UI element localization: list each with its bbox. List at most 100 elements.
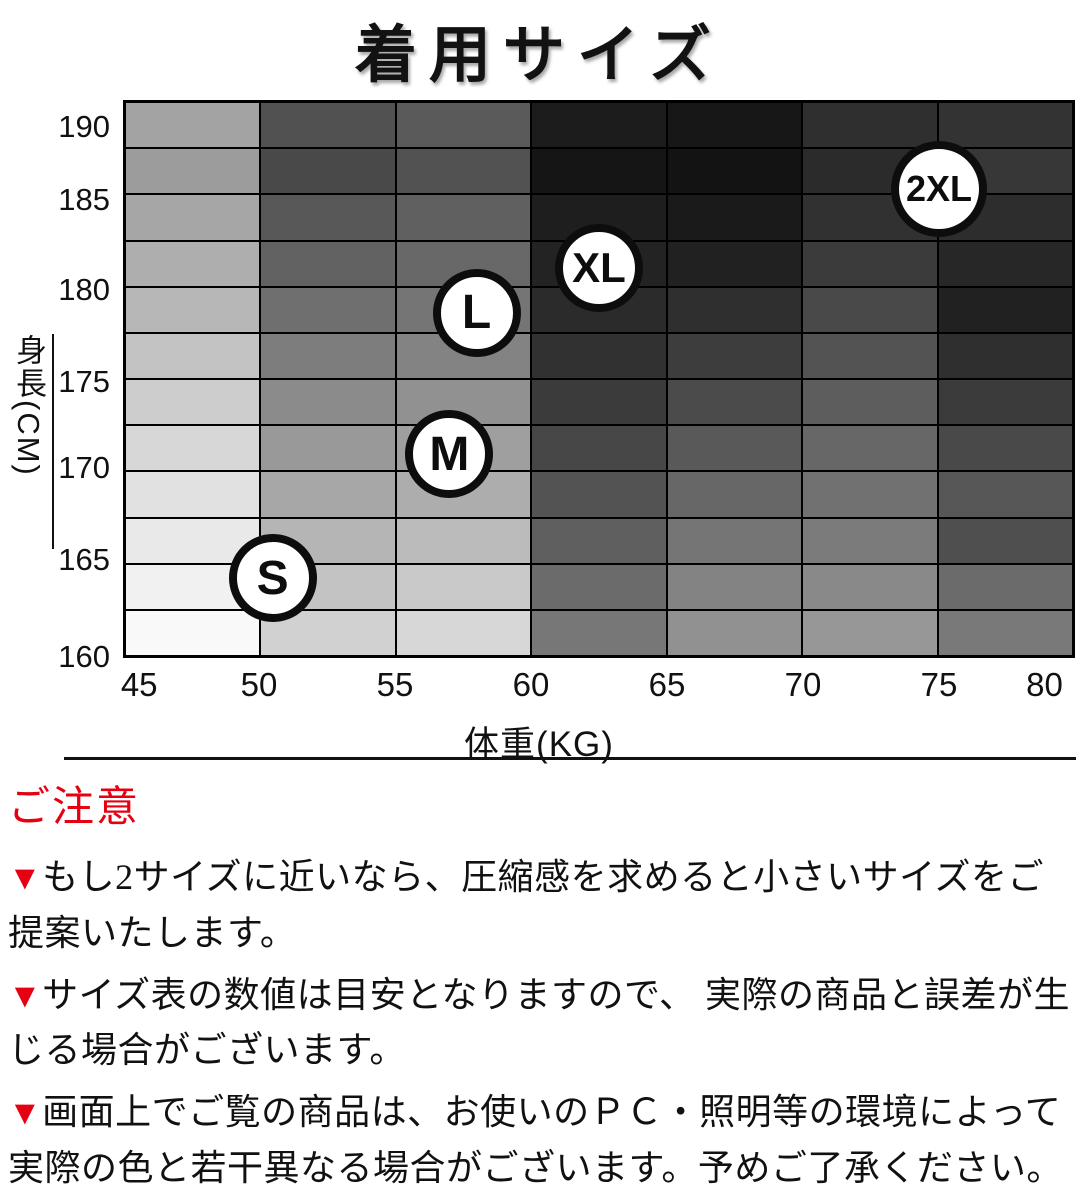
heatmap-cell-r8-c4: [667, 472, 802, 517]
heatmap-cell-r11-c3: [532, 610, 666, 655]
heatmap-cell-r6-c2: [396, 380, 531, 425]
heatmap-cell-r1-c0: [126, 149, 260, 194]
heatmap-cell-r9-c1: [261, 518, 395, 563]
y-tick-label: 160: [58, 638, 110, 674]
heatmap-cell-r0-c3: [532, 103, 666, 148]
y-axis-label: 身長(CM): [11, 334, 46, 477]
heatmap-cell-r5-c3: [532, 333, 666, 378]
x-tick-label: 50: [240, 666, 278, 703]
heatmap-cell-r8-c1: [261, 472, 395, 517]
heatmap-cell-r5-c0: [126, 333, 260, 378]
heatmap-cell-r1-c1: [261, 149, 395, 194]
x-tick-label: 70: [784, 666, 822, 703]
heatmap-cell-r5-c2: [396, 333, 531, 378]
heatmap-cell-r8-c2: [396, 472, 531, 517]
heatmap-cell-r9-c2: [396, 518, 531, 563]
warning-triangle-icon: ▼: [8, 977, 43, 1015]
heatmap-cell-r1-c2: [396, 149, 531, 194]
heatmap-cell-r6-c6: [938, 380, 1072, 425]
y-axis-ticks: 190 185 180 175 170 165 160: [30, 100, 112, 674]
heatmap-cell-r6-c1: [261, 380, 395, 425]
y-tick-label: 180: [58, 272, 110, 308]
x-tick-label: 75: [920, 666, 958, 703]
heatmap-cell-r9-c0: [126, 518, 260, 563]
heatmap-cell-r5-c6: [938, 333, 1072, 378]
heatmap-cell-r1-c3: [532, 149, 666, 194]
note-item: ▼サイズ表の数値は目安となりますので、 実際の商品と誤差が生じる場合がございます…: [8, 968, 1072, 1080]
heatmap-cell-r10-c0: [126, 564, 260, 609]
x-axis-ticks: 45 50 55 60 65 70 75 80: [120, 666, 1075, 708]
heatmap-cell-r11-c1: [261, 610, 395, 655]
heatmap-cell-r5-c4: [667, 333, 802, 378]
heatmap-cell-r8-c3: [532, 472, 666, 517]
heatmap-cell-r0-c2: [396, 103, 531, 148]
heatmap-cell-r10-c5: [803, 564, 937, 609]
heatmap-grid: [123, 100, 1075, 658]
heatmap-cell-r10-c3: [532, 564, 666, 609]
note-item: ▼もし2サイズに近いなら、圧縮感を求めると小さいサイズをご提案いたします。: [8, 850, 1072, 962]
heatmap-cell-r9-c3: [532, 518, 666, 563]
x-tick-label: 55: [376, 666, 414, 703]
heatmap-cell-r10-c1: [261, 564, 395, 609]
heatmap-cell-r0-c1: [261, 103, 395, 148]
heatmap-cell-r10-c6: [938, 564, 1072, 609]
heatmap-cell-r8-c5: [803, 472, 937, 517]
warning-triangle-icon: ▼: [8, 1095, 43, 1133]
heatmap-cell-r7-c1: [261, 426, 395, 471]
heatmap-cell-r5-c1: [261, 333, 395, 378]
heatmap-cell-r9-c4: [667, 518, 802, 563]
heatmap-cell-r0-c4: [667, 103, 802, 148]
heatmap-cell-r0-c6: [938, 103, 1072, 148]
heatmap-cell-r3-c4: [667, 241, 802, 286]
heatmap-cell-r9-c5: [803, 518, 937, 563]
x-tick-label: 45: [120, 666, 158, 703]
page-title: 着用サイズ: [354, 22, 724, 90]
heatmap-cell-r2-c2: [396, 195, 531, 240]
heatmap-cell-r6-c0: [126, 380, 260, 425]
note-text: もし2サイズに近いなら、圧縮感を求めると小さいサイズをご提案いたします。: [8, 857, 1044, 953]
heatmap-cell-r2-c4: [667, 195, 802, 240]
x-tick-label: 65: [648, 666, 686, 703]
heatmap-cell-r7-c3: [532, 426, 666, 471]
heatmap-cell-r11-c2: [396, 610, 531, 655]
heatmap-cell-r4-c5: [803, 287, 937, 332]
notes-heading: ご注意: [8, 785, 141, 831]
note-text: 画面上でご覧の商品は、お使いのＰＣ・照明等の環境によって実際の色と若干異なる場合…: [8, 1092, 1063, 1188]
heatmap-cell-r11-c0: [126, 610, 260, 655]
heatmap-cell-r7-c6: [938, 426, 1072, 471]
y-tick-label: 190: [58, 108, 110, 144]
y-tick-label: 170: [58, 450, 110, 486]
heatmap-cell-r5-c5: [803, 333, 937, 378]
heatmap-cell-r10-c2: [396, 564, 531, 609]
heatmap-cell-r8-c6: [938, 472, 1072, 517]
note-item: ▼画面上でご覧の商品は、お使いのＰＣ・照明等の環境によって実際の色と若干異なる場…: [8, 1085, 1072, 1197]
heatmap-cell-r10-c4: [667, 564, 802, 609]
y-tick-label: 175: [58, 363, 110, 399]
heatmap-cell-r6-c5: [803, 380, 937, 425]
heatmap-cell-r4-c4: [667, 287, 802, 332]
heatmap-cell-r1-c5: [803, 149, 937, 194]
notes-list: ▼もし2サイズに近いなら、圧縮感を求めると小さいサイズをご提案いたします。 ▼サイ…: [8, 850, 1072, 1197]
heatmap-cell-r6-c4: [667, 380, 802, 425]
y-tick-label: 185: [58, 181, 110, 217]
heatmap-cell-r2-c5: [803, 195, 937, 240]
note-text: サイズ表の数値は目安となりますので、 実際の商品と誤差が生じる場合がございます。: [8, 974, 1071, 1071]
y-axis-line: [52, 334, 54, 549]
heatmap-cell-r9-c6: [938, 518, 1072, 563]
heatmap-cell-r3-c6: [938, 241, 1072, 286]
heatmap-cell-r4-c0: [126, 287, 260, 332]
heatmap-cell-r0-c0: [126, 103, 260, 148]
heatmap-cell-r8-c0: [126, 472, 260, 517]
notes-section: ご注意 ▼もし2サイズに近いなら、圧縮感を求めると小さいサイズをご提案いたします…: [8, 773, 1072, 1200]
x-axis-line: [64, 757, 1076, 760]
x-tick-label: 60: [512, 666, 550, 703]
y-tick-label: 165: [58, 541, 110, 577]
heatmap-cell-r7-c5: [803, 426, 937, 471]
heatmap-cell-r3-c0: [126, 241, 260, 286]
heatmap-cell-r2-c6: [938, 195, 1072, 240]
heatmap-cell-r11-c5: [803, 610, 937, 655]
heatmap-cell-r4-c2: [396, 287, 531, 332]
heatmap-cell-r1-c4: [667, 149, 802, 194]
heatmap-cell-r11-c6: [938, 610, 1072, 655]
